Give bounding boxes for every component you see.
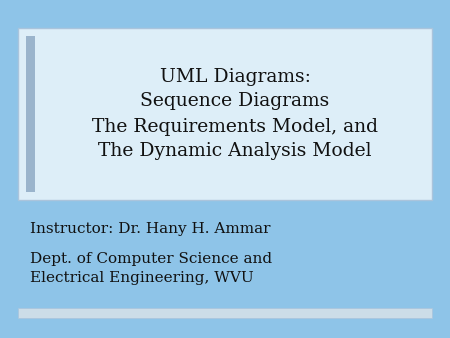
Bar [18, 308, 432, 318]
Text: Instructor: Dr. Hany H. Ammar: Instructor: Dr. Hany H. Ammar [30, 222, 270, 236]
Text: Dept. of Computer Science and
Electrical Engineering, WVU: Dept. of Computer Science and Electrical… [30, 252, 272, 285]
Text: UML Diagrams:
Sequence Diagrams
The Requirements Model, and
The Dynamic Analysis: UML Diagrams: Sequence Diagrams The Requ… [92, 68, 378, 161]
Bar [18, 28, 432, 200]
Bar [26, 36, 35, 192]
